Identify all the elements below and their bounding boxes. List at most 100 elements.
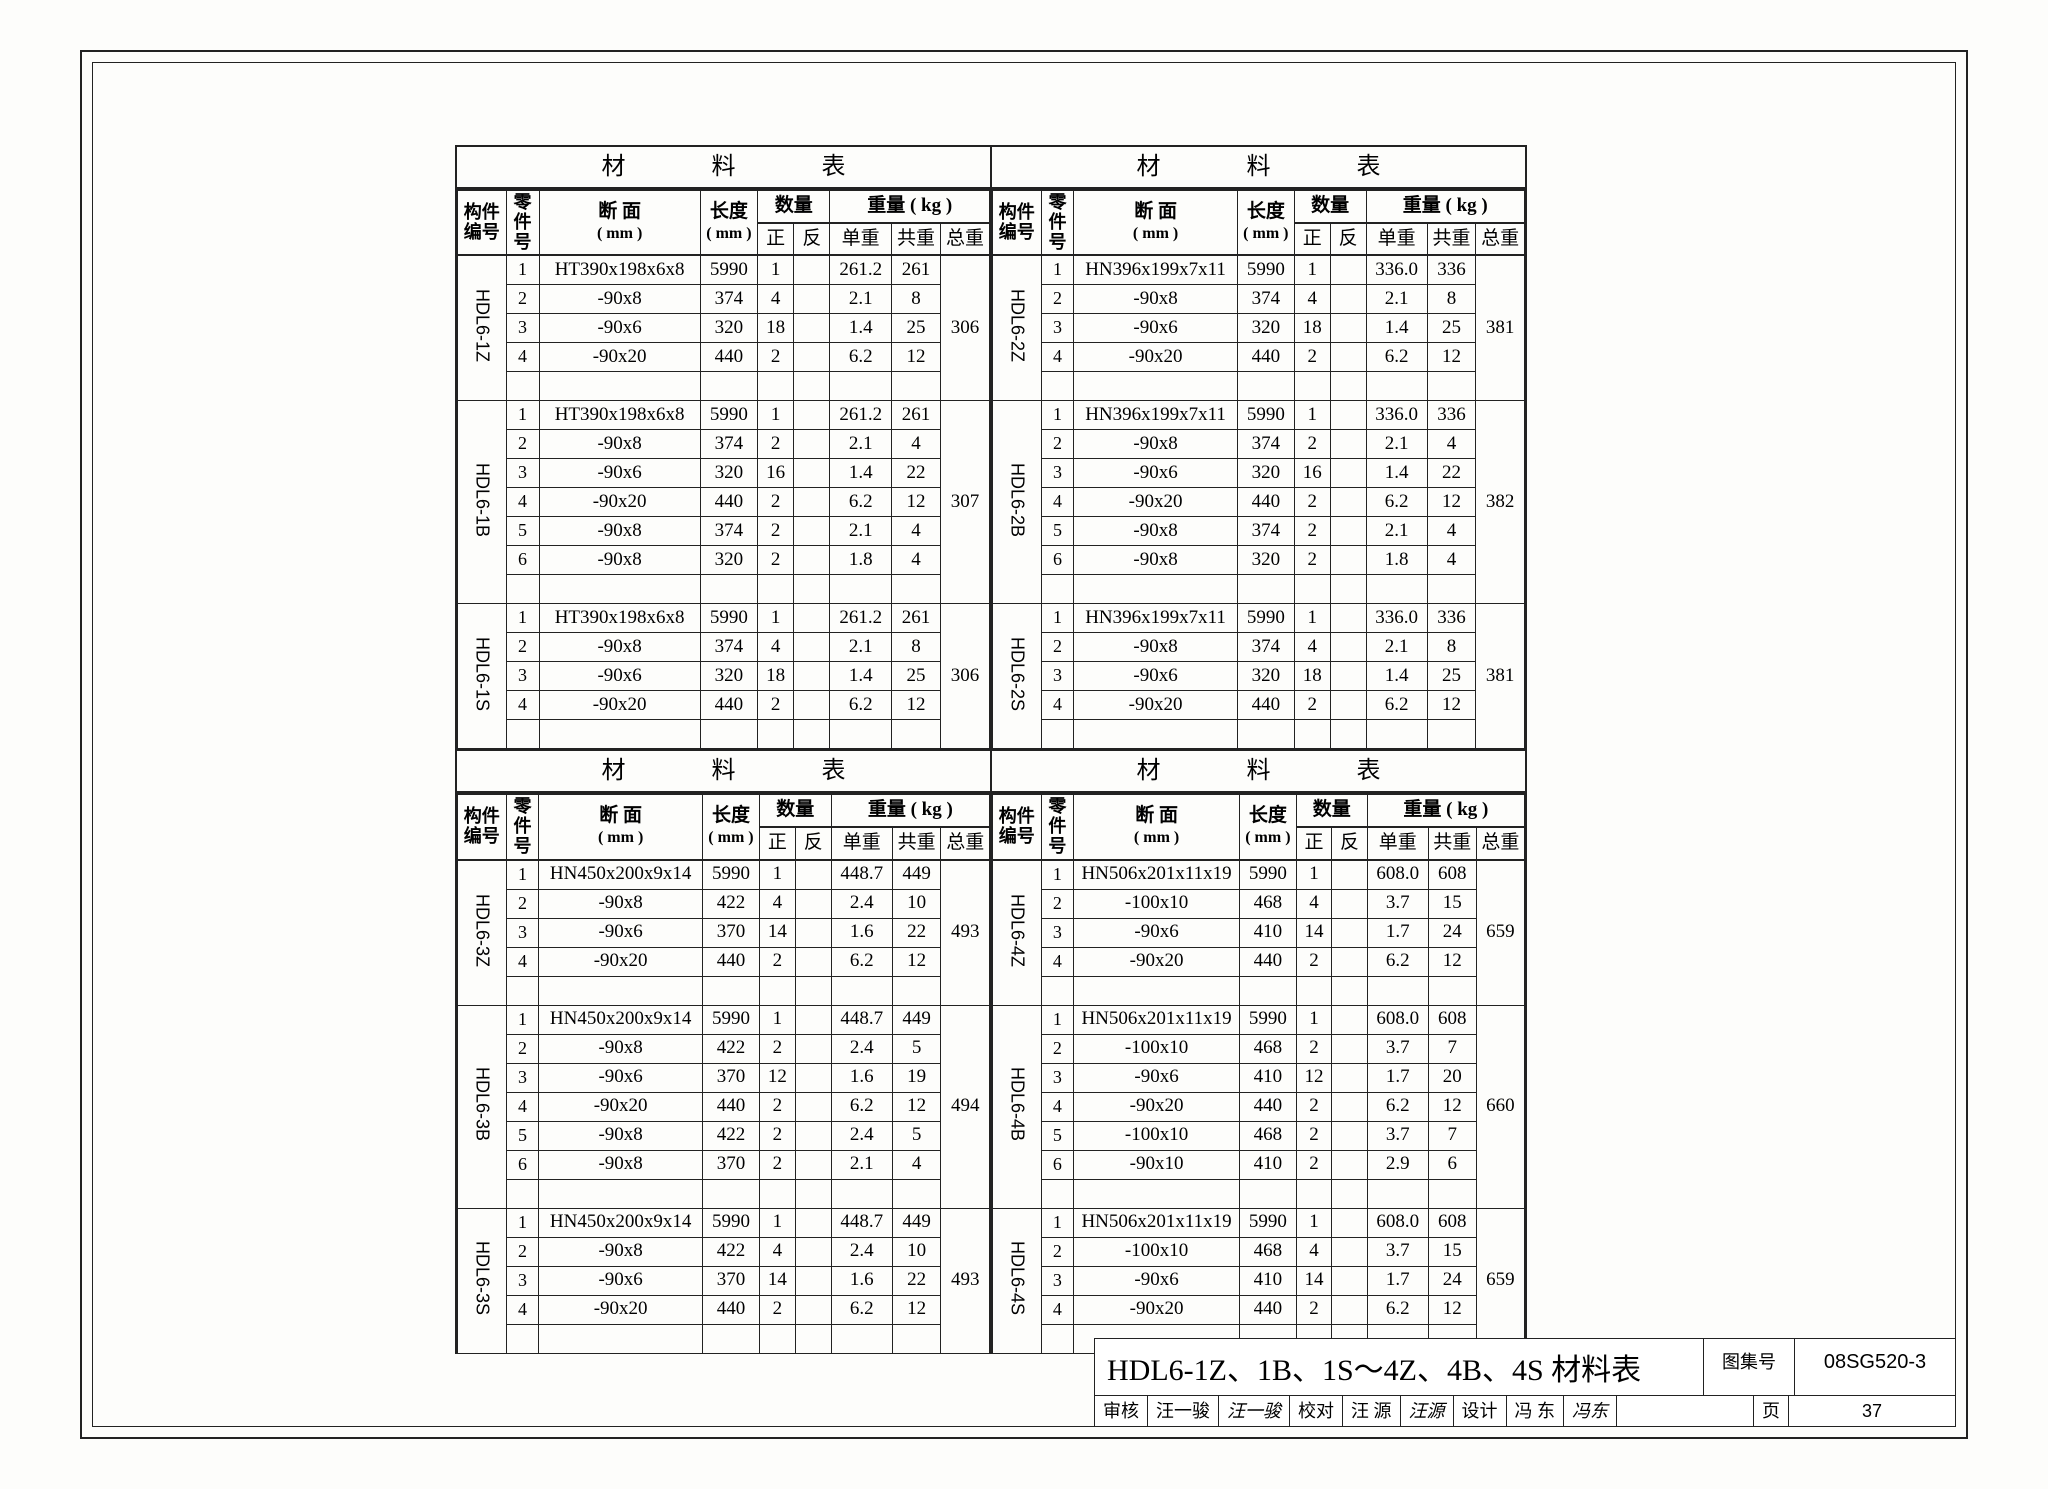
gap-row bbox=[458, 976, 990, 1005]
part-number: 1 bbox=[1041, 1208, 1074, 1237]
th-qty-z: 正 bbox=[1294, 223, 1330, 256]
table-row: HDL6-3Z1HN450x200x9x1459901448.7449493 bbox=[458, 860, 990, 890]
th-part: 零件号 bbox=[1041, 190, 1074, 255]
th-section: 断 面( mm ) bbox=[539, 794, 703, 859]
part-number: 1 bbox=[1041, 860, 1074, 890]
section: -100x10 bbox=[1074, 1237, 1240, 1266]
length: 440 bbox=[1237, 343, 1294, 372]
qty-f bbox=[1330, 343, 1366, 372]
qty-z: 4 bbox=[758, 285, 794, 314]
unit-weight: 3.7 bbox=[1367, 889, 1428, 918]
group-weight: 12 bbox=[891, 488, 940, 517]
length: 5990 bbox=[700, 255, 757, 285]
qty-f bbox=[795, 1237, 831, 1266]
unit-weight: 6.2 bbox=[1367, 1092, 1428, 1121]
th-weight: 重量 ( kg ) bbox=[831, 794, 989, 827]
table-row: 2-90x842242.410 bbox=[458, 889, 990, 918]
qty-f bbox=[1330, 430, 1366, 459]
th-component: 构件编号 bbox=[993, 794, 1042, 859]
qty-f bbox=[1330, 633, 1366, 662]
qty-z: 2 bbox=[1294, 430, 1330, 459]
unit-weight: 2.1 bbox=[1366, 285, 1427, 314]
section: -90x8 bbox=[539, 1034, 703, 1063]
qty-f bbox=[794, 343, 830, 372]
section: -90x8 bbox=[1074, 633, 1238, 662]
table-row: 2-90x842242.410 bbox=[458, 1237, 990, 1266]
length: 320 bbox=[700, 314, 757, 343]
group-weight: 24 bbox=[1428, 918, 1476, 947]
unit-weight: 3.7 bbox=[1367, 1121, 1428, 1150]
length: 5990 bbox=[1240, 1208, 1297, 1237]
qty-z: 18 bbox=[758, 662, 794, 691]
th-weight: 重量 ( kg ) bbox=[1366, 190, 1524, 223]
section: -90x20 bbox=[539, 947, 703, 976]
length: 5990 bbox=[700, 401, 757, 430]
unit-weight: 2.1 bbox=[1366, 633, 1427, 662]
section: HN396x199x7x11 bbox=[1074, 604, 1238, 633]
th-length: 长度( mm ) bbox=[1240, 794, 1297, 859]
th-component: 构件编号 bbox=[458, 190, 507, 255]
qty-f bbox=[1332, 1092, 1368, 1121]
th-part: 零件号 bbox=[1041, 794, 1074, 859]
total-weight: 659 bbox=[1476, 1208, 1524, 1353]
part-number: 1 bbox=[506, 604, 539, 633]
th-section: 断 面( mm ) bbox=[1074, 794, 1240, 859]
length: 370 bbox=[702, 1063, 759, 1092]
qty-z: 1 bbox=[758, 604, 794, 633]
table-row: 3-90x6410141.724 bbox=[993, 918, 1525, 947]
part-number: 3 bbox=[1041, 1266, 1074, 1295]
table-row: 4-90x2044026.212 bbox=[458, 691, 990, 720]
qty-z: 18 bbox=[758, 314, 794, 343]
unit-weight: 1.6 bbox=[831, 918, 892, 947]
part-number: 6 bbox=[506, 546, 539, 575]
table-row: 2-100x1046823.77 bbox=[993, 1034, 1525, 1063]
section: -90x6 bbox=[539, 459, 700, 488]
gap-row bbox=[458, 1324, 990, 1353]
qty-f bbox=[795, 1092, 831, 1121]
th-weight: 重量 ( kg ) bbox=[830, 190, 990, 223]
length: 374 bbox=[700, 633, 757, 662]
qty-f bbox=[794, 459, 830, 488]
table-row: 6-90x832021.84 bbox=[993, 546, 1525, 575]
unit-weight: 448.7 bbox=[831, 1208, 892, 1237]
table-row: 2-90x837442.18 bbox=[458, 633, 990, 662]
total-weight: 659 bbox=[1476, 860, 1524, 1006]
table-row: 4-90x2044026.212 bbox=[993, 343, 1525, 372]
qty-z: 2 bbox=[1294, 517, 1330, 546]
th-part: 零件号 bbox=[506, 794, 539, 859]
length: 374 bbox=[1237, 285, 1294, 314]
group-weight: 25 bbox=[1427, 314, 1476, 343]
table-row: HDL6-4S1HN506x201x11x1959901608.0608659 bbox=[993, 1208, 1525, 1237]
unit-weight: 6.2 bbox=[831, 1092, 892, 1121]
length: 440 bbox=[1240, 1092, 1297, 1121]
qty-f bbox=[1332, 1063, 1368, 1092]
part-number: 4 bbox=[506, 947, 539, 976]
section: -90x8 bbox=[539, 517, 700, 546]
unit-weight: 6.2 bbox=[1366, 488, 1427, 517]
component-id: HDL6-3S bbox=[458, 1208, 507, 1353]
table-row: 3-90x6370141.622 bbox=[458, 1266, 990, 1295]
component-id: HDL6-4Z bbox=[993, 860, 1042, 1006]
drawing-number-label: 图集号 bbox=[1703, 1339, 1794, 1395]
section: -90x8 bbox=[1074, 517, 1238, 546]
qty-f bbox=[794, 401, 830, 430]
drawing-number: 08SG520-3 bbox=[1794, 1339, 1955, 1395]
qty-f bbox=[1332, 1208, 1368, 1237]
table-row: HDL6-4B1HN506x201x11x1959901608.0608660 bbox=[993, 1005, 1525, 1034]
qty-f bbox=[795, 1005, 831, 1034]
qty-f bbox=[1330, 546, 1366, 575]
total-weight: 494 bbox=[941, 1005, 990, 1208]
qty-f bbox=[1332, 1005, 1368, 1034]
group-weight: 12 bbox=[1428, 1295, 1476, 1324]
group-weight: 8 bbox=[1427, 285, 1476, 314]
qty-f bbox=[794, 285, 830, 314]
section: -90x20 bbox=[1074, 488, 1238, 517]
part-number: 2 bbox=[1041, 1034, 1074, 1063]
part-number: 1 bbox=[506, 255, 539, 285]
table-row: 3-90x6320181.425 bbox=[993, 314, 1525, 343]
section: HN450x200x9x14 bbox=[539, 860, 703, 890]
part-number: 4 bbox=[506, 488, 539, 517]
th-qty: 数量 bbox=[759, 794, 831, 827]
part-number: 4 bbox=[1041, 691, 1074, 720]
th-qty: 数量 bbox=[758, 190, 830, 223]
